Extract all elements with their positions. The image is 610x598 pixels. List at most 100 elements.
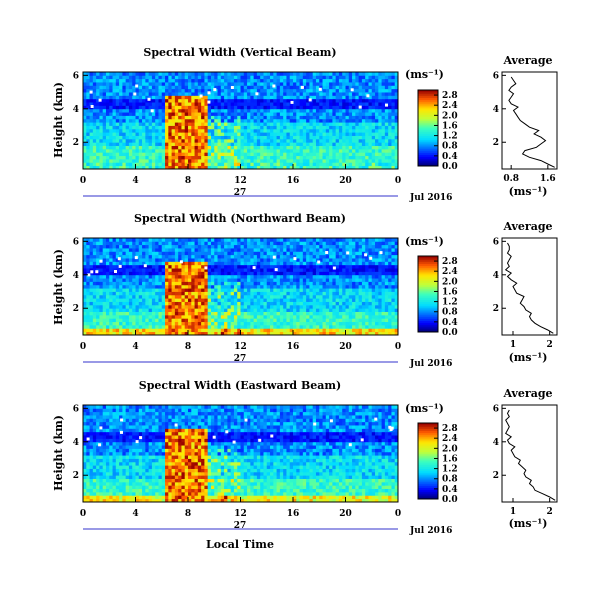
heatmap-cell xyxy=(122,78,127,83)
heatmap-cell xyxy=(102,284,107,289)
heatmap-cell xyxy=(197,304,202,309)
heatmap-cell xyxy=(102,301,107,306)
heatmap-cell xyxy=(329,281,333,286)
heatmap-cell xyxy=(384,318,389,323)
heatmap-cell xyxy=(207,102,212,106)
missing-data-cell xyxy=(207,91,211,95)
heatmap-cell xyxy=(250,314,255,319)
heatmap-cell xyxy=(102,152,107,157)
heatmap-cell xyxy=(388,132,392,136)
heatmap-cell xyxy=(384,301,389,306)
heatmap-cell xyxy=(155,298,159,302)
heatmap-cell xyxy=(119,128,123,133)
heatmap-cell xyxy=(201,108,205,113)
heatmap-cell xyxy=(105,271,110,276)
heatmap-cell xyxy=(83,88,87,93)
heatmap-cell xyxy=(293,281,297,286)
heatmap-cell xyxy=(194,281,199,286)
heatmap-cell xyxy=(293,88,297,93)
heatmap-cell xyxy=(283,264,287,269)
heatmap-cell xyxy=(279,115,284,120)
heatmap-cell xyxy=(171,165,176,169)
heatmap-cell xyxy=(338,155,343,160)
heatmap-cell xyxy=(338,321,343,326)
heatmap-cell xyxy=(329,318,333,323)
heatmap-cell xyxy=(256,92,261,96)
heatmap-cell xyxy=(312,314,317,319)
heatmap-cell xyxy=(142,281,146,286)
heatmap-cell xyxy=(201,152,205,157)
heatmap-cell xyxy=(151,132,156,136)
heatmap-cell xyxy=(191,108,195,113)
heatmap-cell xyxy=(312,142,317,146)
heatmap-cell xyxy=(125,314,130,319)
heatmap-cell xyxy=(105,115,110,120)
heatmap-cell xyxy=(214,158,218,163)
heatmap-cell xyxy=(381,321,386,326)
heatmap-cell xyxy=(174,102,179,106)
heatmap-cell xyxy=(276,268,281,272)
heatmap-cell xyxy=(293,105,297,110)
heatmap-cell xyxy=(309,112,314,116)
heatmap-cell xyxy=(201,155,205,160)
heatmap-cell xyxy=(171,105,176,110)
heatmap-cell xyxy=(319,108,323,113)
heatmap-cell xyxy=(375,155,379,160)
heatmap-cell xyxy=(348,92,353,96)
heatmap-cell xyxy=(296,98,300,103)
heatmap-cell xyxy=(224,115,228,120)
heatmap-cell xyxy=(338,274,343,279)
heatmap-cell xyxy=(384,85,389,90)
heatmap-cell xyxy=(181,115,186,120)
heatmap-cell xyxy=(394,281,398,286)
heatmap-cell xyxy=(352,152,356,157)
heatmap-cell xyxy=(279,318,284,323)
heatmap-cell xyxy=(174,328,179,333)
heatmap-cell xyxy=(243,321,248,326)
heatmap-cell xyxy=(191,165,195,169)
heatmap-cell xyxy=(181,138,186,143)
heatmap-cell xyxy=(338,108,343,113)
heatmap-cell xyxy=(342,284,346,289)
heatmap-cell xyxy=(371,271,376,276)
heatmap-cell xyxy=(391,88,396,93)
heatmap-cell xyxy=(335,155,340,160)
heatmap-cell xyxy=(279,95,284,100)
heatmap-cell xyxy=(286,311,291,316)
heatmap-cell xyxy=(194,331,199,335)
heatmap-cell xyxy=(371,298,376,302)
heatmap-cell xyxy=(388,314,392,319)
heatmap-cell xyxy=(306,274,310,279)
heatmap-cell xyxy=(224,165,228,169)
heatmap-cell xyxy=(381,264,386,269)
heatmap-cell xyxy=(191,112,195,116)
heatmap-cell xyxy=(276,102,281,106)
heatmap-cell xyxy=(279,314,284,319)
heatmap-cell xyxy=(220,142,225,146)
heatmap-cell xyxy=(145,72,150,76)
missing-data-cell xyxy=(207,100,211,104)
heatmap-cell xyxy=(322,88,327,93)
heatmap-cell xyxy=(381,135,386,140)
heatmap-cell xyxy=(138,72,143,76)
heatmap-cell xyxy=(315,278,320,282)
heatmap-cell xyxy=(273,118,277,123)
heatmap-cell xyxy=(138,112,143,116)
heatmap-cell xyxy=(276,291,281,296)
heatmap-cell xyxy=(240,298,245,302)
heatmap-cell xyxy=(132,331,136,335)
profile-x-tick-label: 0.8 xyxy=(503,174,519,184)
heatmap-cell xyxy=(112,78,117,83)
heatmap-cell xyxy=(388,304,392,309)
heatmap-cell xyxy=(260,304,264,309)
heatmap-cell xyxy=(302,288,307,292)
heatmap-cell xyxy=(270,102,274,106)
heatmap-cell xyxy=(322,75,327,80)
heatmap-cell xyxy=(371,304,376,309)
colorbar-segment xyxy=(418,147,438,150)
heatmap-cell xyxy=(194,308,199,312)
heatmap-cell xyxy=(184,162,189,167)
heatmap-cell xyxy=(247,92,251,96)
heatmap-cell xyxy=(273,264,277,269)
heatmap-cell xyxy=(128,291,133,296)
